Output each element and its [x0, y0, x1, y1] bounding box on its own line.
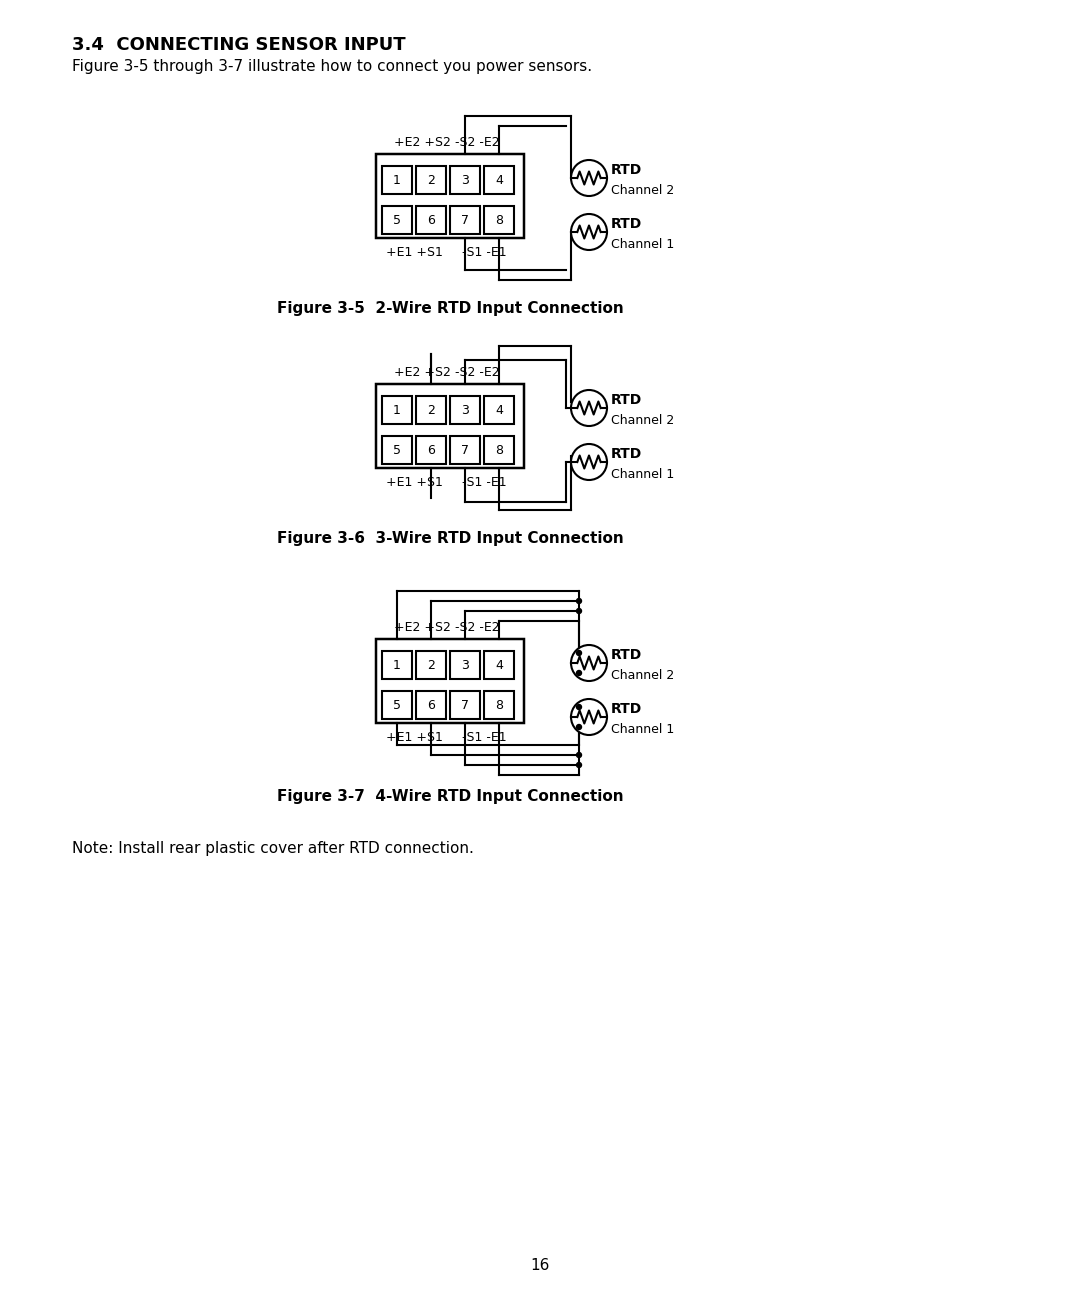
Text: Figure 3-5  2-Wire RTD Input Connection: Figure 3-5 2-Wire RTD Input Connection — [276, 302, 623, 316]
Text: -S2 -E2: -S2 -E2 — [455, 136, 500, 149]
Bar — [450, 652, 480, 679]
Text: 5: 5 — [393, 214, 401, 227]
Text: +E1 +S1: +E1 +S1 — [386, 246, 443, 260]
Text: +E1 +S1: +E1 +S1 — [386, 732, 443, 745]
Bar — [484, 691, 514, 718]
Text: 8: 8 — [495, 443, 503, 456]
Text: RTD: RTD — [611, 393, 643, 406]
Text: -S2 -E2: -S2 -E2 — [455, 366, 500, 379]
Text: -S1 -E1: -S1 -E1 — [462, 476, 507, 489]
Circle shape — [577, 704, 581, 709]
Circle shape — [571, 160, 607, 197]
Circle shape — [577, 725, 581, 729]
Text: Channel 2: Channel 2 — [611, 184, 674, 197]
Text: 8: 8 — [495, 699, 503, 712]
Text: 5: 5 — [393, 699, 401, 712]
Bar — [416, 206, 446, 233]
Text: -S1 -E1: -S1 -E1 — [462, 732, 507, 745]
Text: -S2 -E2: -S2 -E2 — [455, 621, 500, 635]
Text: +E2 +S2: +E2 +S2 — [394, 621, 450, 635]
Text: 4: 4 — [495, 173, 503, 186]
Text: 3: 3 — [461, 404, 469, 417]
Text: 16: 16 — [530, 1259, 550, 1273]
Text: Channel 2: Channel 2 — [611, 413, 674, 426]
Bar — [382, 396, 411, 423]
Bar — [382, 652, 411, 679]
Bar — [450, 437, 480, 464]
Text: Channel 1: Channel 1 — [611, 722, 674, 735]
Text: Figure 3-6  3-Wire RTD Input Connection: Figure 3-6 3-Wire RTD Input Connection — [276, 531, 623, 545]
Text: 3: 3 — [461, 173, 469, 186]
Text: +E2 +S2: +E2 +S2 — [394, 136, 450, 149]
Text: 2: 2 — [427, 658, 435, 671]
Bar — [416, 166, 446, 194]
Text: Channel 1: Channel 1 — [611, 468, 674, 481]
Circle shape — [577, 670, 581, 675]
Text: Channel 1: Channel 1 — [611, 237, 674, 250]
Text: 2: 2 — [427, 404, 435, 417]
Bar — [484, 166, 514, 194]
Text: 7: 7 — [461, 443, 469, 456]
Text: 4: 4 — [495, 404, 503, 417]
Text: +E1 +S1: +E1 +S1 — [386, 476, 443, 489]
Circle shape — [571, 444, 607, 480]
Text: 6: 6 — [427, 699, 435, 712]
Bar — [450, 691, 480, 718]
Text: RTD: RTD — [611, 447, 643, 461]
Text: 7: 7 — [461, 214, 469, 227]
Text: 6: 6 — [427, 443, 435, 456]
Text: 6: 6 — [427, 214, 435, 227]
Text: 7: 7 — [461, 699, 469, 712]
Bar — [450, 166, 480, 194]
Circle shape — [577, 599, 581, 603]
Bar — [382, 206, 411, 233]
Bar — [416, 396, 446, 423]
Bar — [376, 384, 524, 468]
Bar — [416, 437, 446, 464]
Bar — [484, 396, 514, 423]
Text: RTD: RTD — [611, 218, 643, 231]
Bar — [484, 206, 514, 233]
Text: Note: Install rear plastic cover after RTD connection.: Note: Install rear plastic cover after R… — [72, 840, 474, 856]
Circle shape — [571, 214, 607, 250]
Bar — [450, 396, 480, 423]
Text: 1: 1 — [393, 658, 401, 671]
Text: 8: 8 — [495, 214, 503, 227]
Circle shape — [577, 763, 581, 767]
Text: +E2 +S2: +E2 +S2 — [394, 366, 450, 379]
Bar — [382, 437, 411, 464]
Text: 5: 5 — [393, 443, 401, 456]
Text: RTD: RTD — [611, 163, 643, 177]
Circle shape — [577, 608, 581, 614]
Text: RTD: RTD — [611, 701, 643, 716]
Bar — [382, 691, 411, 718]
Circle shape — [577, 650, 581, 656]
Text: Figure 3-5 through 3-7 illustrate how to connect you power sensors.: Figure 3-5 through 3-7 illustrate how to… — [72, 59, 592, 73]
Text: 2: 2 — [427, 173, 435, 186]
Bar — [484, 652, 514, 679]
Circle shape — [577, 753, 581, 758]
Text: 3.4  CONNECTING SENSOR INPUT: 3.4 CONNECTING SENSOR INPUT — [72, 35, 406, 54]
Circle shape — [571, 699, 607, 735]
Text: 1: 1 — [393, 404, 401, 417]
Bar — [450, 206, 480, 233]
Bar — [416, 652, 446, 679]
Bar — [416, 691, 446, 718]
Circle shape — [571, 645, 607, 680]
Text: 3: 3 — [461, 658, 469, 671]
Bar — [376, 153, 524, 239]
Text: 1: 1 — [393, 173, 401, 186]
Text: Figure 3-7  4-Wire RTD Input Connection: Figure 3-7 4-Wire RTD Input Connection — [276, 789, 623, 804]
Text: RTD: RTD — [611, 648, 643, 662]
Bar — [376, 638, 524, 722]
Circle shape — [571, 389, 607, 426]
Text: 4: 4 — [495, 658, 503, 671]
Text: Channel 2: Channel 2 — [611, 669, 674, 682]
Bar — [484, 437, 514, 464]
Text: -S1 -E1: -S1 -E1 — [462, 246, 507, 260]
Bar — [382, 166, 411, 194]
